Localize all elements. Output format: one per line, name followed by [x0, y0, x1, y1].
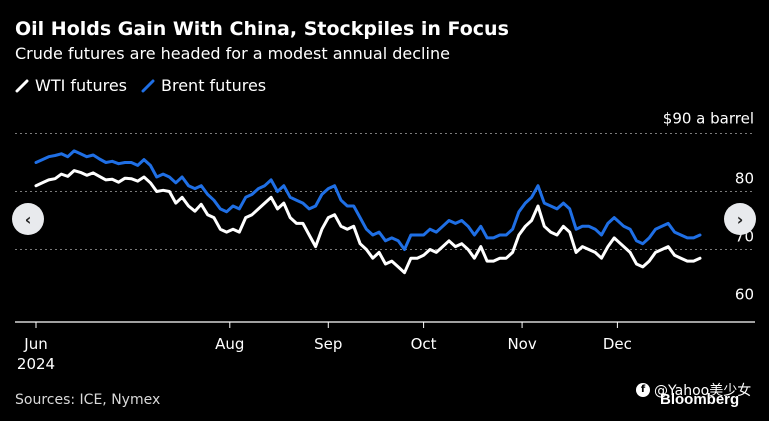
- next-button[interactable]: ›: [724, 203, 756, 235]
- watermark: f @Yahoo美少女: [636, 380, 751, 400]
- series-lines: [34, 149, 702, 275]
- y-axis-label: $90 a barrel: [663, 110, 754, 128]
- legend-label-brent: Brent futures: [161, 76, 267, 95]
- bloomberg-logo: Bloomberg: [660, 391, 740, 408]
- previous-button[interactable]: ‹: [12, 203, 44, 235]
- x-tick-label: Nov: [507, 335, 536, 353]
- x-axis: Jun Aug Sep Oct Nov Dec 2024: [15, 321, 755, 373]
- legend: WTI futures Brent futures: [15, 76, 266, 95]
- x-tick-label: Oct: [411, 335, 437, 353]
- source-note: Sources: ICE, Nymex: [15, 392, 161, 408]
- legend-swatch-brent: [141, 79, 155, 93]
- facebook-icon: f: [636, 383, 650, 397]
- legend-item-brent: Brent futures: [141, 76, 266, 95]
- y-tick-label: 60: [735, 286, 754, 304]
- x-tick-label: Sep: [314, 335, 342, 353]
- chevron-right-icon: ›: [736, 209, 744, 229]
- chart-subtitle: Crude futures are headed for a modest an…: [15, 44, 450, 63]
- legend-swatch-wti: [15, 79, 29, 93]
- series-line-brent: [34, 149, 702, 251]
- series-line-wti: [34, 169, 702, 275]
- legend-item-wti: WTI futures: [15, 76, 127, 95]
- x-tick-label: Dec: [603, 335, 632, 353]
- gridlines: [15, 133, 755, 250]
- chevron-left-icon: ‹: [24, 209, 32, 229]
- y-tick-label: 80: [735, 170, 754, 188]
- x-tick-label: Aug: [215, 335, 244, 353]
- chart-title: Oil Holds Gain With China, Stockpiles in…: [15, 18, 509, 40]
- watermark-text: @Yahoo美少女: [654, 383, 752, 399]
- legend-label-wti: WTI futures: [35, 76, 127, 95]
- x-year-label: 2024: [17, 355, 55, 373]
- x-tick-label: Jun: [23, 335, 47, 353]
